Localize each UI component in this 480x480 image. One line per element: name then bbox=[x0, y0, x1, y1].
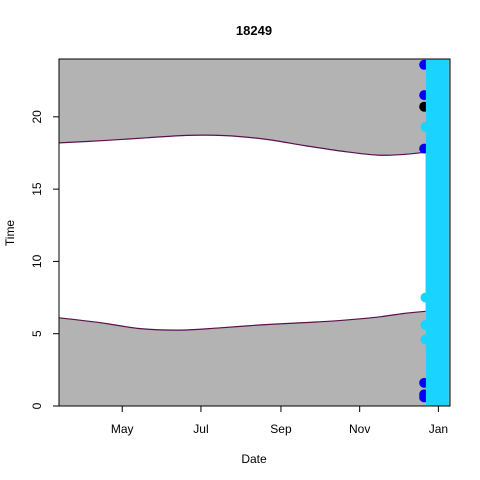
x-tick-label: Jan bbox=[429, 422, 448, 436]
chart-title: 18249 bbox=[236, 23, 272, 38]
sunset-line bbox=[58, 134, 426, 156]
y-axis: 0 5 10 15 20 bbox=[30, 110, 60, 409]
y-tick-label: 15 bbox=[30, 182, 44, 196]
x-tick-label: Sep bbox=[270, 422, 292, 436]
observation-layer bbox=[419, 59, 449, 406]
y-tick-label: 10 bbox=[30, 254, 44, 268]
x-axis: May Jul Sep Nov Jan bbox=[111, 406, 448, 436]
x-axis-label: Date bbox=[241, 452, 267, 466]
observation-band bbox=[425, 59, 449, 406]
y-tick-label: 20 bbox=[30, 110, 44, 124]
y-axis-label: Time bbox=[3, 220, 17, 247]
day-area bbox=[59, 135, 426, 331]
plot-region bbox=[58, 59, 450, 406]
y-tick-label: 5 bbox=[30, 330, 44, 337]
sunrise-line bbox=[58, 310, 426, 331]
x-tick-label: Nov bbox=[349, 422, 370, 436]
x-tick-label: Jul bbox=[193, 422, 208, 436]
y-tick-label: 0 bbox=[30, 402, 44, 409]
x-tick-label: May bbox=[111, 422, 134, 436]
